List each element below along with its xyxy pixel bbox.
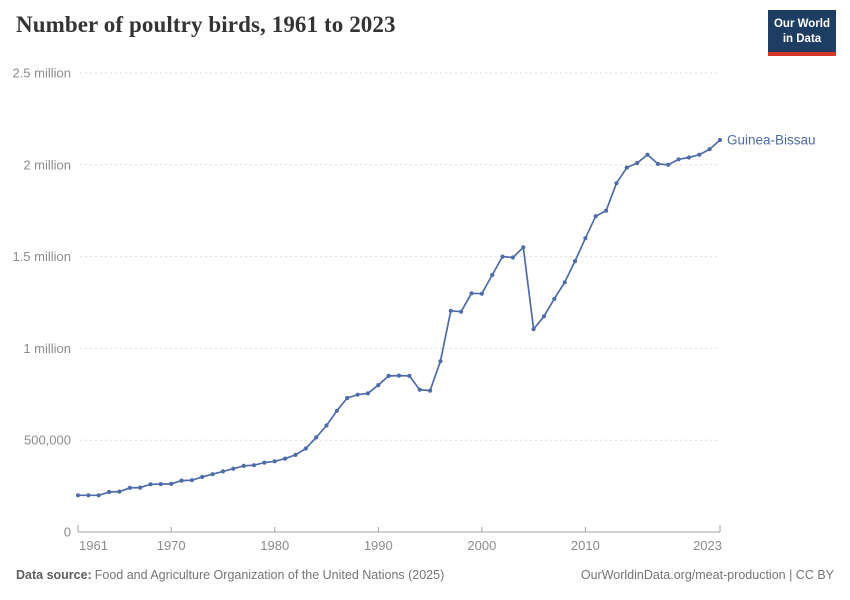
data-point[interactable] — [220, 469, 226, 474]
data-source: Data source: Food and Agriculture Organiz… — [16, 568, 444, 582]
data-point[interactable] — [448, 308, 453, 313]
data-point[interactable] — [490, 272, 495, 278]
data-point[interactable] — [707, 147, 712, 152]
x-axis-label: 2000 — [467, 538, 496, 553]
data-point[interactable] — [365, 391, 370, 396]
data-point[interactable] — [666, 162, 671, 167]
x-axis-label: 1961 — [79, 538, 108, 553]
data-point[interactable] — [469, 291, 474, 296]
y-axis-label: 0 — [64, 525, 71, 540]
data-point[interactable] — [283, 456, 288, 461]
data-point[interactable] — [510, 255, 515, 260]
owid-logo-line2: in Data — [782, 32, 822, 45]
data-point[interactable] — [697, 152, 702, 157]
series-line[interactable] — [77, 139, 721, 497]
data-point[interactable] — [624, 165, 629, 170]
data-point[interactable] — [86, 493, 91, 498]
y-axis-label: 2.5 million — [12, 66, 71, 81]
data-point[interactable] — [107, 489, 112, 495]
data-point[interactable] — [459, 309, 464, 314]
data-point[interactable] — [396, 373, 402, 378]
data-point[interactable] — [552, 296, 557, 301]
owid-logo[interactable]: Our World in Data — [768, 10, 836, 56]
data-point[interactable] — [614, 181, 619, 186]
data-point[interactable] — [75, 493, 81, 498]
data-point[interactable] — [386, 373, 391, 378]
data-point[interactable] — [376, 383, 381, 388]
data-point[interactable] — [303, 446, 308, 451]
y-axis-label: 2 million — [23, 157, 71, 172]
data-point[interactable] — [179, 478, 184, 483]
data-point[interactable] — [314, 435, 319, 440]
series-end-label[interactable]: Guinea-Bissau — [727, 133, 816, 148]
data-point[interactable] — [428, 388, 433, 393]
owid-credit-link[interactable]: OurWorldinData.org/meat-production | CC … — [580, 568, 834, 582]
data-point[interactable] — [604, 208, 609, 213]
data-point[interactable] — [293, 452, 298, 457]
data-point[interactable] — [686, 155, 692, 160]
data-point[interactable] — [251, 463, 257, 468]
data-point[interactable] — [158, 482, 163, 487]
data-point[interactable] — [169, 481, 174, 486]
y-axis-label: 1.5 million — [12, 249, 71, 264]
y-axis-label: 1 million — [23, 341, 71, 356]
data-point[interactable] — [531, 327, 536, 332]
data-point[interactable] — [138, 485, 143, 490]
data-point[interactable] — [572, 259, 578, 264]
data-point[interactable] — [272, 459, 277, 464]
data-point[interactable] — [479, 291, 484, 296]
owid-logo-line1: Our World — [773, 18, 830, 30]
data-point[interactable] — [241, 463, 246, 468]
data-point[interactable] — [334, 408, 339, 413]
data-point[interactable] — [127, 485, 132, 490]
data-point[interactable] — [655, 161, 661, 166]
data-point[interactable] — [635, 160, 640, 166]
data-point[interactable] — [541, 314, 547, 319]
data-point[interactable] — [210, 472, 215, 477]
data-point[interactable] — [583, 236, 588, 241]
data-point[interactable] — [562, 280, 567, 285]
x-axis-label: 1990 — [364, 538, 393, 553]
data-point[interactable] — [717, 137, 723, 143]
data-point[interactable] — [200, 474, 205, 479]
data-point[interactable] — [521, 245, 526, 250]
x-axis-label: 2010 — [571, 538, 600, 553]
data-point[interactable] — [407, 373, 412, 378]
data-point[interactable] — [96, 493, 101, 498]
data-source-label: Data source: — [16, 568, 92, 582]
data-point[interactable] — [117, 489, 122, 494]
data-point[interactable] — [262, 460, 267, 465]
x-axis-label: 2023 — [693, 538, 722, 553]
data-point[interactable] — [148, 482, 153, 487]
x-axis-label: 1970 — [157, 538, 186, 553]
data-point[interactable] — [593, 214, 598, 219]
data-point[interactable] — [438, 359, 443, 364]
data-point[interactable] — [355, 392, 360, 397]
data-point[interactable] — [676, 157, 681, 162]
chart-title: Number of poultry birds, 1961 to 2023 — [16, 12, 396, 37]
data-source-text: Food and Agriculture Organization of the… — [94, 568, 445, 582]
x-axis-label: 1980 — [260, 538, 289, 553]
data-point[interactable] — [500, 254, 505, 259]
data-point[interactable] — [345, 395, 350, 401]
data-point[interactable] — [189, 478, 194, 483]
data-point[interactable] — [324, 423, 329, 428]
data-point[interactable] — [231, 466, 236, 471]
y-axis-label: 500,000 — [24, 433, 71, 448]
chart-footer: Data source: Food and Agriculture Organiz… — [16, 568, 834, 582]
data-point[interactable] — [645, 152, 650, 157]
data-point[interactable] — [417, 387, 422, 392]
